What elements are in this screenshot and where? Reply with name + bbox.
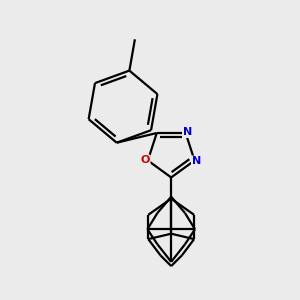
Text: N: N [192,156,201,167]
Text: O: O [140,155,150,166]
Text: N: N [183,127,192,137]
